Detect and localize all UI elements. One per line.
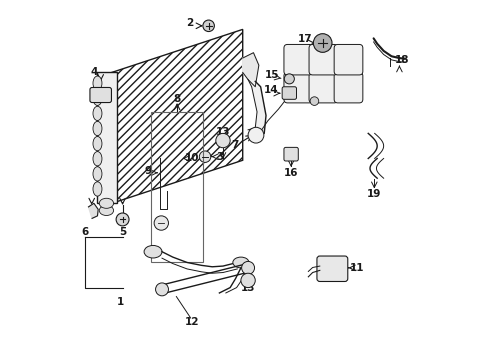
Ellipse shape	[144, 246, 162, 258]
Polygon shape	[97, 72, 117, 203]
Text: 6: 6	[81, 227, 88, 237]
Text: 15: 15	[264, 70, 279, 80]
Ellipse shape	[99, 198, 113, 208]
Text: 7: 7	[230, 140, 238, 150]
Text: 14: 14	[264, 85, 278, 95]
FancyBboxPatch shape	[284, 72, 312, 103]
Circle shape	[247, 127, 264, 143]
Bar	[151, 112, 203, 262]
FancyBboxPatch shape	[308, 72, 337, 103]
FancyBboxPatch shape	[284, 44, 312, 75]
Text: 12: 12	[185, 317, 199, 327]
Ellipse shape	[93, 167, 102, 181]
Text: 2: 2	[186, 18, 193, 28]
Ellipse shape	[93, 76, 102, 90]
Circle shape	[116, 213, 129, 226]
Ellipse shape	[93, 152, 102, 166]
FancyBboxPatch shape	[308, 44, 337, 75]
Circle shape	[203, 20, 214, 32]
Circle shape	[154, 216, 168, 230]
Circle shape	[199, 151, 210, 162]
Polygon shape	[112, 30, 242, 203]
Ellipse shape	[99, 206, 113, 216]
Text: 10: 10	[185, 153, 199, 163]
Ellipse shape	[93, 136, 102, 151]
Text: 16: 16	[284, 168, 298, 178]
Ellipse shape	[93, 182, 102, 196]
Text: 13: 13	[215, 127, 230, 136]
Circle shape	[313, 34, 331, 52]
Text: 18: 18	[393, 55, 408, 65]
Polygon shape	[247, 80, 265, 135]
Text: 13: 13	[241, 283, 255, 293]
Text: 17: 17	[297, 35, 311, 44]
Ellipse shape	[93, 121, 102, 136]
FancyBboxPatch shape	[333, 72, 362, 103]
Circle shape	[241, 273, 255, 288]
Circle shape	[215, 134, 230, 148]
Text: 4: 4	[91, 67, 98, 77]
FancyBboxPatch shape	[90, 87, 111, 103]
Text: 8: 8	[173, 94, 181, 104]
FancyBboxPatch shape	[333, 44, 362, 75]
FancyBboxPatch shape	[316, 256, 347, 282]
Text: 5: 5	[119, 227, 126, 237]
Text: 11: 11	[349, 262, 364, 273]
Ellipse shape	[93, 106, 102, 121]
Circle shape	[241, 261, 254, 274]
Polygon shape	[88, 203, 98, 219]
Text: 19: 19	[366, 189, 381, 199]
Text: 1: 1	[117, 297, 124, 307]
Text: 3: 3	[216, 152, 224, 162]
Circle shape	[309, 97, 318, 105]
Ellipse shape	[93, 91, 102, 105]
FancyBboxPatch shape	[282, 87, 296, 99]
Text: 9: 9	[144, 166, 151, 176]
FancyBboxPatch shape	[284, 147, 298, 161]
Circle shape	[155, 283, 168, 296]
Circle shape	[284, 74, 294, 84]
Ellipse shape	[232, 257, 248, 268]
Polygon shape	[242, 53, 258, 87]
